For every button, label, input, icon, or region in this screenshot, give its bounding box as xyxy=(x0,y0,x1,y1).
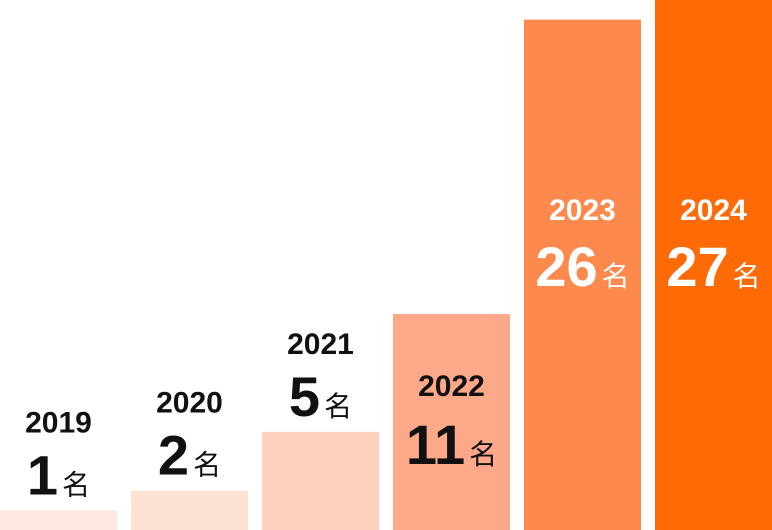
bar-2021 xyxy=(262,431,379,530)
bar-unit-2024: 名 xyxy=(733,260,761,293)
bar-value-2023: 26 xyxy=(535,235,597,298)
bar-year-label-2019: 2019 xyxy=(25,406,92,439)
bar-2020 xyxy=(131,490,248,530)
bar-value-2022: 11 xyxy=(406,413,465,476)
bar-2023 xyxy=(524,19,641,530)
bar-group-2024: 2024 27 名 xyxy=(655,0,772,530)
bar-unit-2021: 名 xyxy=(324,390,352,423)
bar-year-label-2020: 2020 xyxy=(156,387,223,420)
bar-value-2021: 5 xyxy=(289,365,320,428)
bar-year-label-2023: 2023 xyxy=(549,194,616,227)
bar-group-2022: 2022 11 名 xyxy=(393,314,510,530)
bar-2024 xyxy=(655,0,772,530)
bar-group-2021: 2021 5 名 xyxy=(262,328,379,530)
bar-year-label-2021: 2021 xyxy=(287,328,354,361)
bar-2022 xyxy=(393,314,510,530)
bar-value-2019: 1 xyxy=(27,443,58,506)
bar-year-label-2024: 2024 xyxy=(680,194,747,227)
bar-value-2024: 27 xyxy=(666,235,728,298)
bar-group-2020: 2020 2 名 xyxy=(131,387,248,530)
bar-unit-2022: 名 xyxy=(469,438,497,471)
bar-group-2023: 2023 26 名 xyxy=(524,19,641,530)
bar-2019 xyxy=(0,510,117,530)
bar-value-2020: 2 xyxy=(158,424,189,487)
bar-value-label-2022: 11 名 xyxy=(406,413,497,476)
bar-unit-2020: 名 xyxy=(193,449,221,482)
bar-unit-2023: 名 xyxy=(602,260,630,293)
bar-unit-2019: 名 xyxy=(62,468,90,501)
bar-value-label-2023: 26 名 xyxy=(535,235,629,298)
bar-value-label-2024: 27 名 xyxy=(666,235,760,298)
bar-group-2019: 2019 1 名 xyxy=(0,406,117,530)
bar-year-label-2022: 2022 xyxy=(418,370,485,403)
